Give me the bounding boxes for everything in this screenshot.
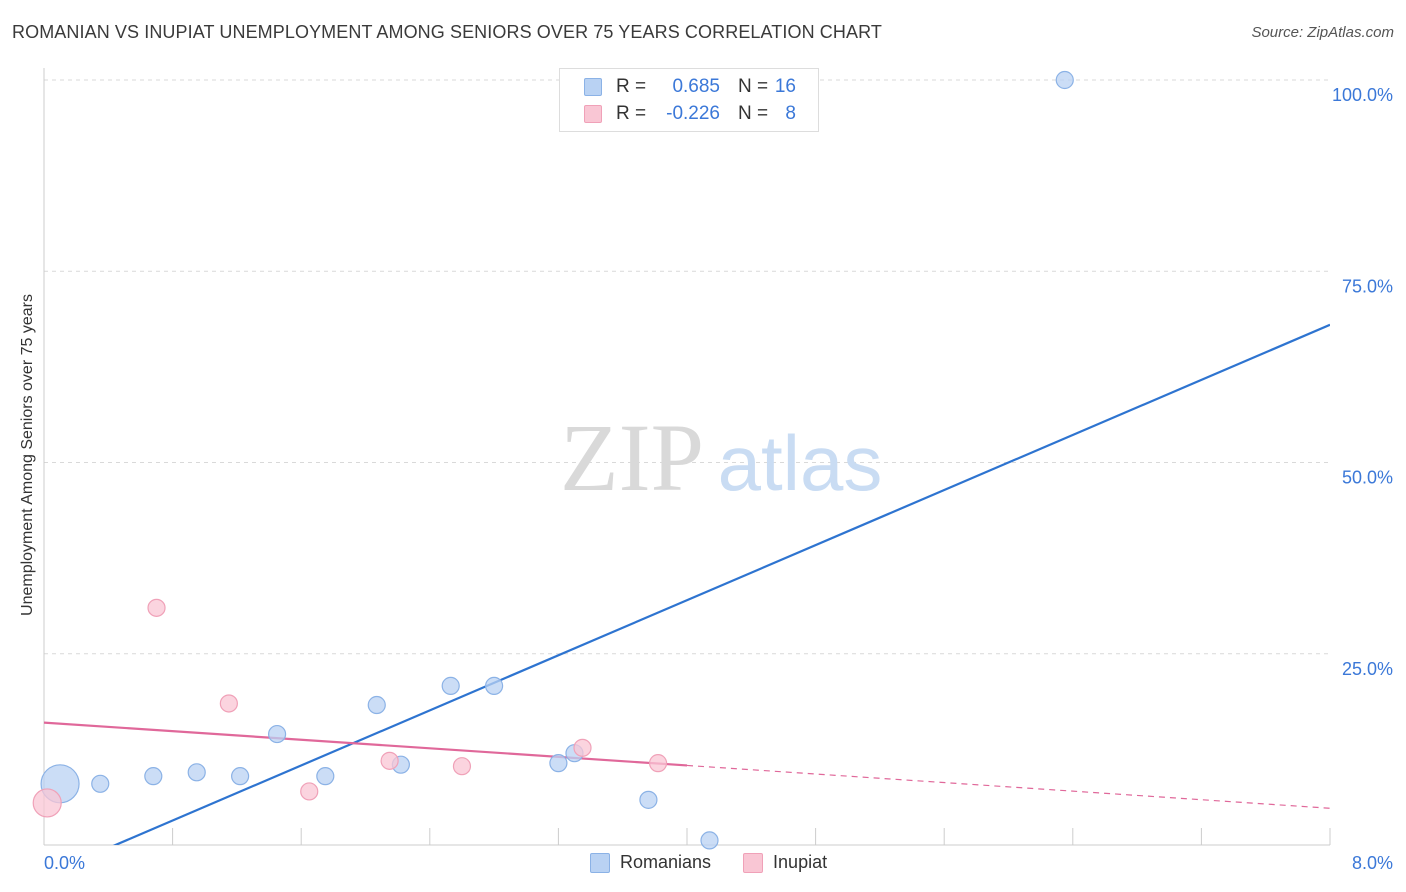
inupiat-point [648, 754, 668, 773]
inupiat-r-value: -0.226 [666, 103, 720, 124]
inupiat-point [573, 738, 592, 757]
inupiat-swatch [584, 105, 602, 123]
inupiat-legend-label: Inupiat [773, 852, 828, 872]
romanians-point [1055, 70, 1074, 90]
romanians-point [267, 724, 287, 744]
romanians-r-label: R = [616, 76, 647, 97]
romanians-point [91, 774, 110, 793]
inupiat-point [300, 782, 319, 801]
watermark-atlas: atlas [718, 419, 883, 507]
romanians-legend-label: Romanians [620, 852, 712, 872]
romanians-point [187, 763, 206, 782]
correlation-legend: R = 0.685 N = 16 R = -0.226 N = 8 [559, 68, 819, 132]
x-tick-label-min: 0.0% [44, 853, 85, 873]
x-tick-label-max: 8.0% [1352, 853, 1393, 873]
y-axis-label: Unemployment Among Seniors over 75 years [19, 294, 36, 616]
legend-row-inupiat: R = -0.226 N = 8 [584, 102, 796, 126]
inupiat-point [147, 598, 166, 617]
series-legend: Romanians Inupiat [590, 852, 859, 873]
romanians-point [441, 676, 460, 695]
inupiat-point [452, 757, 472, 776]
romanians-n-value: 16 [774, 76, 796, 97]
legend-item-romanians: Romanians [590, 852, 711, 873]
inupiat-n-label: N = [738, 103, 769, 124]
y-tick-label: 100.0% [1332, 85, 1393, 105]
romanians-point [485, 676, 504, 695]
romanians-point [639, 790, 658, 809]
romanians-r-value: 0.685 [672, 76, 720, 97]
inupiat-r-label: R = [616, 103, 647, 124]
legend-item-inupiat: Inupiat [743, 852, 827, 873]
inupiat-trend-extension [686, 764, 1330, 809]
romanians-legend-swatch [590, 852, 610, 873]
y-tick-label: 25.0% [1342, 659, 1393, 679]
romanians-n-label: N = [738, 76, 769, 97]
zipatlas-watermark: ZIP atlas [560, 404, 882, 511]
romanians-point [144, 767, 163, 786]
legend-row-romanians: R = 0.685 N = 16 [584, 75, 796, 99]
romanians-point [231, 767, 250, 786]
inupiat-n-value: 8 [785, 103, 796, 124]
inupiat-point [219, 694, 238, 713]
romanians-point [700, 831, 719, 850]
inupiat-point [32, 788, 62, 818]
y-tick-label: 75.0% [1342, 276, 1393, 296]
romanians-trend-line [112, 323, 1330, 845]
romanians-swatch [584, 78, 602, 96]
y-tick-label: 50.0% [1342, 468, 1393, 488]
romanians-point [316, 767, 335, 786]
inupiat-point [380, 751, 399, 770]
chart-title: ROMANIAN VS INUPIAT UNEMPLOYMENT AMONG S… [12, 22, 882, 42]
romanians-point [367, 695, 386, 715]
source-label: Source: ZipAtlas.com [1251, 24, 1394, 41]
romanians-point [549, 754, 568, 773]
inupiat-legend-swatch [743, 852, 764, 873]
watermark-zip: ZIP [560, 404, 704, 511]
